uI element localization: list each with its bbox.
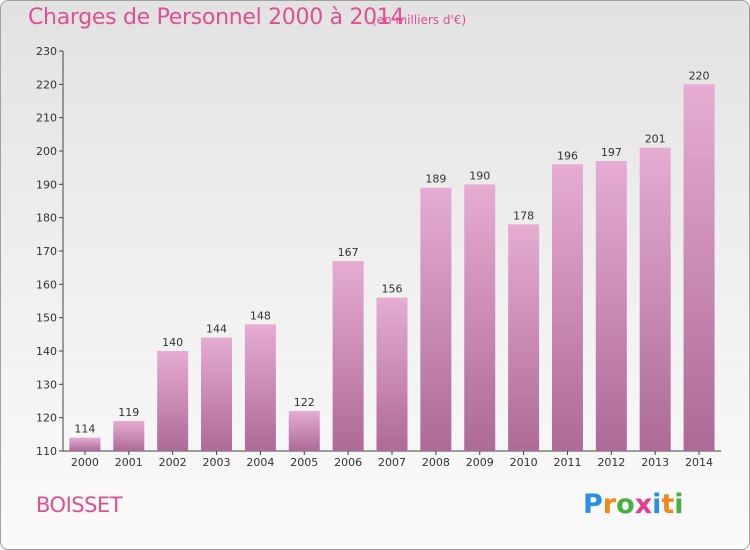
chart-title: Charges de Personnel 2000 à 2014 xyxy=(28,5,405,30)
bar xyxy=(464,184,496,452)
y-tick-label: 200 xyxy=(36,145,57,158)
x-axis: 2000 2001 2002 2003 2004 2005 2006 2007 2008 2009… xyxy=(63,450,721,469)
bar xyxy=(683,84,715,451)
bar xyxy=(595,161,627,451)
x-tick-label: 2000 xyxy=(71,456,99,469)
bar-value-label: 114 xyxy=(74,423,95,436)
bar-value-label: 220 xyxy=(689,69,710,82)
bar-value-label: 148 xyxy=(250,309,271,322)
x-tick-label: 2003 xyxy=(203,456,231,469)
y-tick-label: 220 xyxy=(36,78,57,91)
y-tick-label: 140 xyxy=(36,345,57,358)
y-tick-label: 180 xyxy=(36,212,57,225)
x-tick-label: 2005 xyxy=(290,456,318,469)
bar-value-label: 167 xyxy=(338,246,359,259)
y-axis: 110 120 130 140 150 160 170 180 190 200 210 220 230 xyxy=(36,45,64,458)
y-tick-label: 150 xyxy=(36,312,57,325)
y-tick-label: 120 xyxy=(36,412,57,425)
logo-letter: o xyxy=(616,489,635,520)
y-tick-label: 110 xyxy=(36,445,57,458)
bar-value-label: 190 xyxy=(469,169,490,182)
bar-value-label: 122 xyxy=(294,396,315,409)
bars xyxy=(69,84,715,452)
bar-value-label: 140 xyxy=(162,336,183,349)
chart-subtitle: (en milliers d'€) xyxy=(372,13,467,27)
bar-value-label: 189 xyxy=(425,173,446,186)
bar-value-label: 144 xyxy=(206,323,227,336)
logo-letter: i xyxy=(652,489,662,520)
logo-letter: t xyxy=(661,489,675,520)
bar xyxy=(113,421,145,451)
x-tick-label: 2004 xyxy=(246,456,274,469)
x-tick-label: 2008 xyxy=(422,456,450,469)
bar xyxy=(420,187,452,451)
x-tick-label: 2009 xyxy=(466,456,494,469)
y-tick-label: 130 xyxy=(36,378,57,391)
y-tick-label: 210 xyxy=(36,112,57,125)
y-tick-label: 230 xyxy=(36,45,57,58)
x-tick-label: 2010 xyxy=(510,456,538,469)
bar-value-label: 201 xyxy=(645,133,666,146)
x-tick-label: 2002 xyxy=(159,456,187,469)
x-tick-label: 2013 xyxy=(641,456,669,469)
bar xyxy=(288,411,320,451)
bar-value-label: 156 xyxy=(382,283,403,296)
x-tick-label: 2007 xyxy=(378,456,406,469)
bar-labels: 114 119 140 144 148 122 167 156 189 190 178 196 197 2… xyxy=(74,69,709,435)
bar xyxy=(69,437,101,451)
bar xyxy=(376,297,408,451)
logo-letter: P xyxy=(583,489,603,520)
x-tick-label: 2014 xyxy=(685,456,713,469)
y-tick-label: 170 xyxy=(36,245,57,258)
x-tick-label: 2011 xyxy=(553,456,581,469)
bar xyxy=(639,147,671,451)
bar xyxy=(332,261,364,451)
place-name: BOISSET xyxy=(36,493,123,517)
x-tick-label: 2006 xyxy=(334,456,362,469)
logo-letter: r xyxy=(602,489,617,520)
logo-letter: i xyxy=(674,489,684,520)
bar xyxy=(244,324,276,451)
bar xyxy=(157,351,189,451)
bar-value-label: 196 xyxy=(557,149,578,162)
proxiti-logo: Proxiti xyxy=(583,489,684,520)
bar-value-label: 178 xyxy=(513,209,534,222)
y-tick-label: 160 xyxy=(36,278,57,291)
bar-value-label: 119 xyxy=(118,406,139,419)
bar-value-label: 197 xyxy=(601,146,622,159)
y-tick-label: 190 xyxy=(36,178,57,191)
x-tick-label: 2001 xyxy=(115,456,143,469)
bar xyxy=(551,164,583,452)
bar xyxy=(201,337,233,451)
bar xyxy=(508,224,540,451)
x-tick-label: 2012 xyxy=(597,456,625,469)
logo-letter: x xyxy=(634,489,653,520)
